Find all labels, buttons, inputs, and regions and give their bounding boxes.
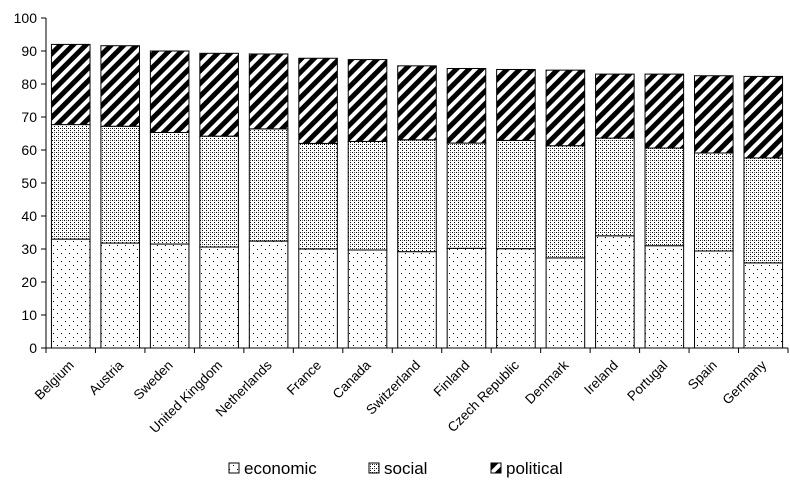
y-tick-label: 0 [29, 340, 37, 356]
bar-segment-social [199, 135, 239, 248]
legend-label-political: political [506, 459, 563, 478]
bar-segment-economic [199, 246, 239, 349]
y-tick-label: 90 [21, 43, 37, 59]
x-tick-label: Canada [330, 357, 374, 401]
bar-segment-political [248, 53, 289, 130]
bar-segment-political [50, 43, 91, 126]
y-tick-label: 40 [21, 208, 37, 224]
bar-segment-political [694, 75, 734, 154]
bar-segment-political [496, 68, 536, 141]
bar-segment-political [149, 50, 190, 134]
bar-segment-political [100, 45, 140, 127]
bar-segment-economic [446, 247, 487, 349]
bar-segment-economic [347, 249, 388, 349]
x-tick-label: Switzerland [363, 358, 423, 418]
legend: economic social political [228, 459, 563, 478]
bar-segment-political [446, 67, 487, 144]
x-tick-label: Austria [86, 357, 127, 398]
y-axis: 0 10 20 30 40 50 60 70 80 90 100 [14, 10, 47, 356]
bar-segment-political [397, 65, 437, 141]
bars [50, 43, 784, 349]
y-tick-label: 60 [21, 142, 37, 158]
bar-segment-political [743, 75, 784, 159]
y-tick-label: 50 [21, 175, 37, 191]
x-tick-label: Ireland [581, 358, 621, 398]
bar-segment-social [347, 140, 388, 251]
bar-segment-social [545, 145, 586, 259]
legend-swatch-political [490, 462, 502, 474]
bar-segment-economic [149, 243, 190, 349]
bar-segment-political [199, 52, 239, 137]
y-tick-label: 30 [21, 241, 37, 257]
bar-segment-economic [545, 257, 586, 349]
bar-segment-social [298, 142, 338, 250]
bar-segment-social [50, 124, 91, 240]
y-tick-label: 20 [21, 274, 37, 290]
bar-segment-economic [248, 240, 289, 349]
bar-segment-social [100, 125, 140, 244]
bar-segment-economic [298, 248, 338, 349]
bar-segment-social [446, 142, 487, 249]
legend-label-social: social [384, 459, 427, 478]
x-tick-label: Sweden [131, 358, 176, 403]
bar-segment-economic [397, 251, 437, 349]
bar-segment-political [347, 59, 388, 142]
legend-label-economic: economic [244, 459, 317, 478]
bar-segment-social [743, 157, 784, 264]
x-tick-label: France [284, 358, 324, 398]
bar-segment-social [149, 132, 190, 245]
x-tick-label: Finland [431, 358, 473, 400]
bar-segment-economic [644, 245, 685, 349]
bar-segment-political [644, 73, 685, 149]
y-tick-label: 80 [21, 76, 37, 92]
bar-segment-social [644, 147, 685, 247]
x-tick-label: Germany [720, 357, 770, 407]
y-tick-label: 70 [21, 109, 37, 125]
x-tick-label: Denmark [522, 357, 572, 407]
bar-segment-economic [496, 248, 536, 349]
bar-segment-social [595, 137, 635, 237]
legend-swatch-social [368, 462, 380, 474]
bar-segment-social [496, 139, 536, 250]
bar-segment-economic [50, 238, 91, 349]
bar-segment-economic [595, 235, 635, 349]
y-tick-label: 10 [21, 307, 37, 323]
bar-segment-economic [694, 250, 734, 349]
legend-swatch-economic [228, 462, 240, 474]
bar-segment-economic [100, 242, 140, 349]
bar-segment-political [545, 69, 586, 147]
bar-segment-social [397, 139, 437, 253]
bar-segment-political [298, 57, 338, 144]
x-tick-label: Portugal [624, 358, 670, 404]
bar-segment-social [248, 128, 289, 242]
x-tick-label: Spain [685, 358, 720, 393]
bar-segment-social [694, 152, 734, 252]
y-tick-label: 100 [14, 10, 38, 26]
bar-segment-economic [743, 262, 784, 349]
bar-segment-political [595, 73, 635, 139]
x-tick-label: Belgium [32, 358, 77, 403]
